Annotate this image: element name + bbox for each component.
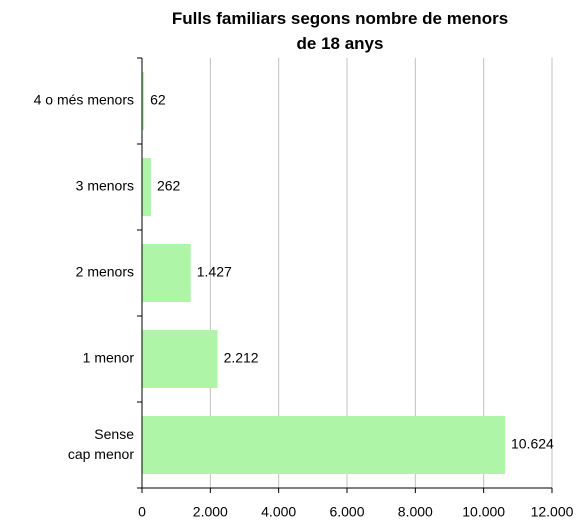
x-tick-label: 8.000 — [398, 504, 433, 520]
value-label: 1.427 — [197, 264, 232, 280]
bar — [142, 244, 191, 302]
y-tick-label: 1 menor — [83, 350, 135, 366]
value-label: 2.212 — [224, 350, 259, 366]
y-tick-label: Sense cap menor — [68, 426, 134, 462]
value-label: 62 — [150, 92, 166, 108]
value-label: 10.624 — [511, 436, 554, 452]
x-tick-label: 6.000 — [329, 504, 364, 520]
bar — [142, 72, 145, 130]
x-tick-label: 10.000 — [462, 504, 505, 520]
x-tick-label: 2.000 — [193, 504, 228, 520]
x-tick-label: 4.000 — [261, 504, 296, 520]
bar — [142, 158, 151, 216]
y-tick-label: 3 menors — [76, 178, 134, 194]
chart-title: Fulls familiars segons nombre de menors d… — [172, 9, 508, 53]
y-tick-label: 2 menors — [76, 264, 134, 280]
x-tick-label: 0 — [138, 504, 146, 520]
y-tick-label: 4 o més menors — [34, 92, 134, 108]
bar — [142, 330, 218, 388]
value-label: 262 — [157, 178, 181, 194]
bar — [142, 416, 505, 474]
x-tick-label: 12.000 — [531, 504, 574, 520]
